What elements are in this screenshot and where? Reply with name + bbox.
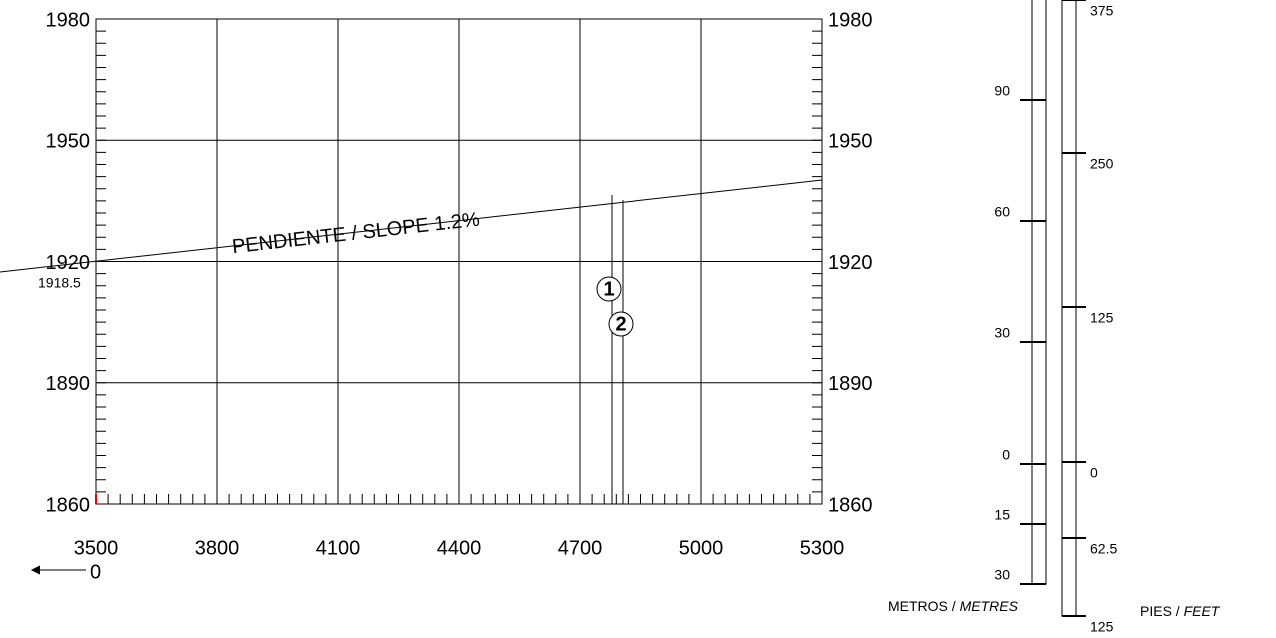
metres-label: 30	[994, 567, 1010, 583]
metres-bar	[1031, 0, 1047, 585]
feet-label: 250	[1090, 156, 1114, 172]
metres-label: 15	[994, 507, 1010, 523]
slope-line	[0, 179, 823, 273]
x-label: 5000	[679, 537, 724, 559]
x-label: 5300	[800, 537, 845, 559]
y-label-right: 1890	[828, 373, 873, 395]
obstacle-label: 2	[615, 313, 626, 335]
y-label-left: 1890	[46, 373, 91, 395]
metres-label: 60	[994, 204, 1010, 220]
y-label-left: 1920	[46, 252, 91, 274]
y-label-left: 1950	[46, 131, 91, 153]
feet-label: 62.5	[1090, 541, 1117, 557]
feet-label: 0	[1090, 465, 1098, 481]
x-label: 4700	[558, 537, 603, 559]
arrow-head	[30, 565, 41, 575]
obstacle-label: 1	[603, 278, 614, 300]
y-label-right: 1920	[828, 252, 873, 274]
x-label: 3500	[74, 537, 119, 559]
y-label-right: 1980	[828, 9, 873, 31]
slope-label: PENDIENTE / SLOPE 1.2%	[231, 209, 481, 259]
y-label-right: 1860	[828, 494, 873, 516]
x-label: 4100	[316, 537, 361, 559]
obstacle-marker	[596, 276, 622, 302]
x-label: 4400	[437, 537, 482, 559]
feet-label: 375	[1090, 3, 1114, 19]
y-label-left: 1980	[46, 9, 91, 31]
origin-label: 0	[90, 561, 101, 583]
metres-caption: METROS / METRES	[888, 598, 1019, 614]
feet-label: 125	[1090, 310, 1114, 326]
x-label: 3800	[195, 537, 240, 559]
datum-label: 1918.5	[38, 275, 81, 291]
feet-caption: PIES / FEET	[1140, 603, 1221, 619]
metres-label: 30	[994, 325, 1010, 341]
metres-label: 0	[1002, 447, 1010, 463]
feet-label: 125	[1090, 619, 1114, 635]
obstacle-marker	[608, 311, 634, 337]
y-label-right: 1950	[828, 131, 873, 153]
metres-label: 90	[994, 83, 1010, 99]
y-label-left: 1860	[46, 494, 91, 516]
